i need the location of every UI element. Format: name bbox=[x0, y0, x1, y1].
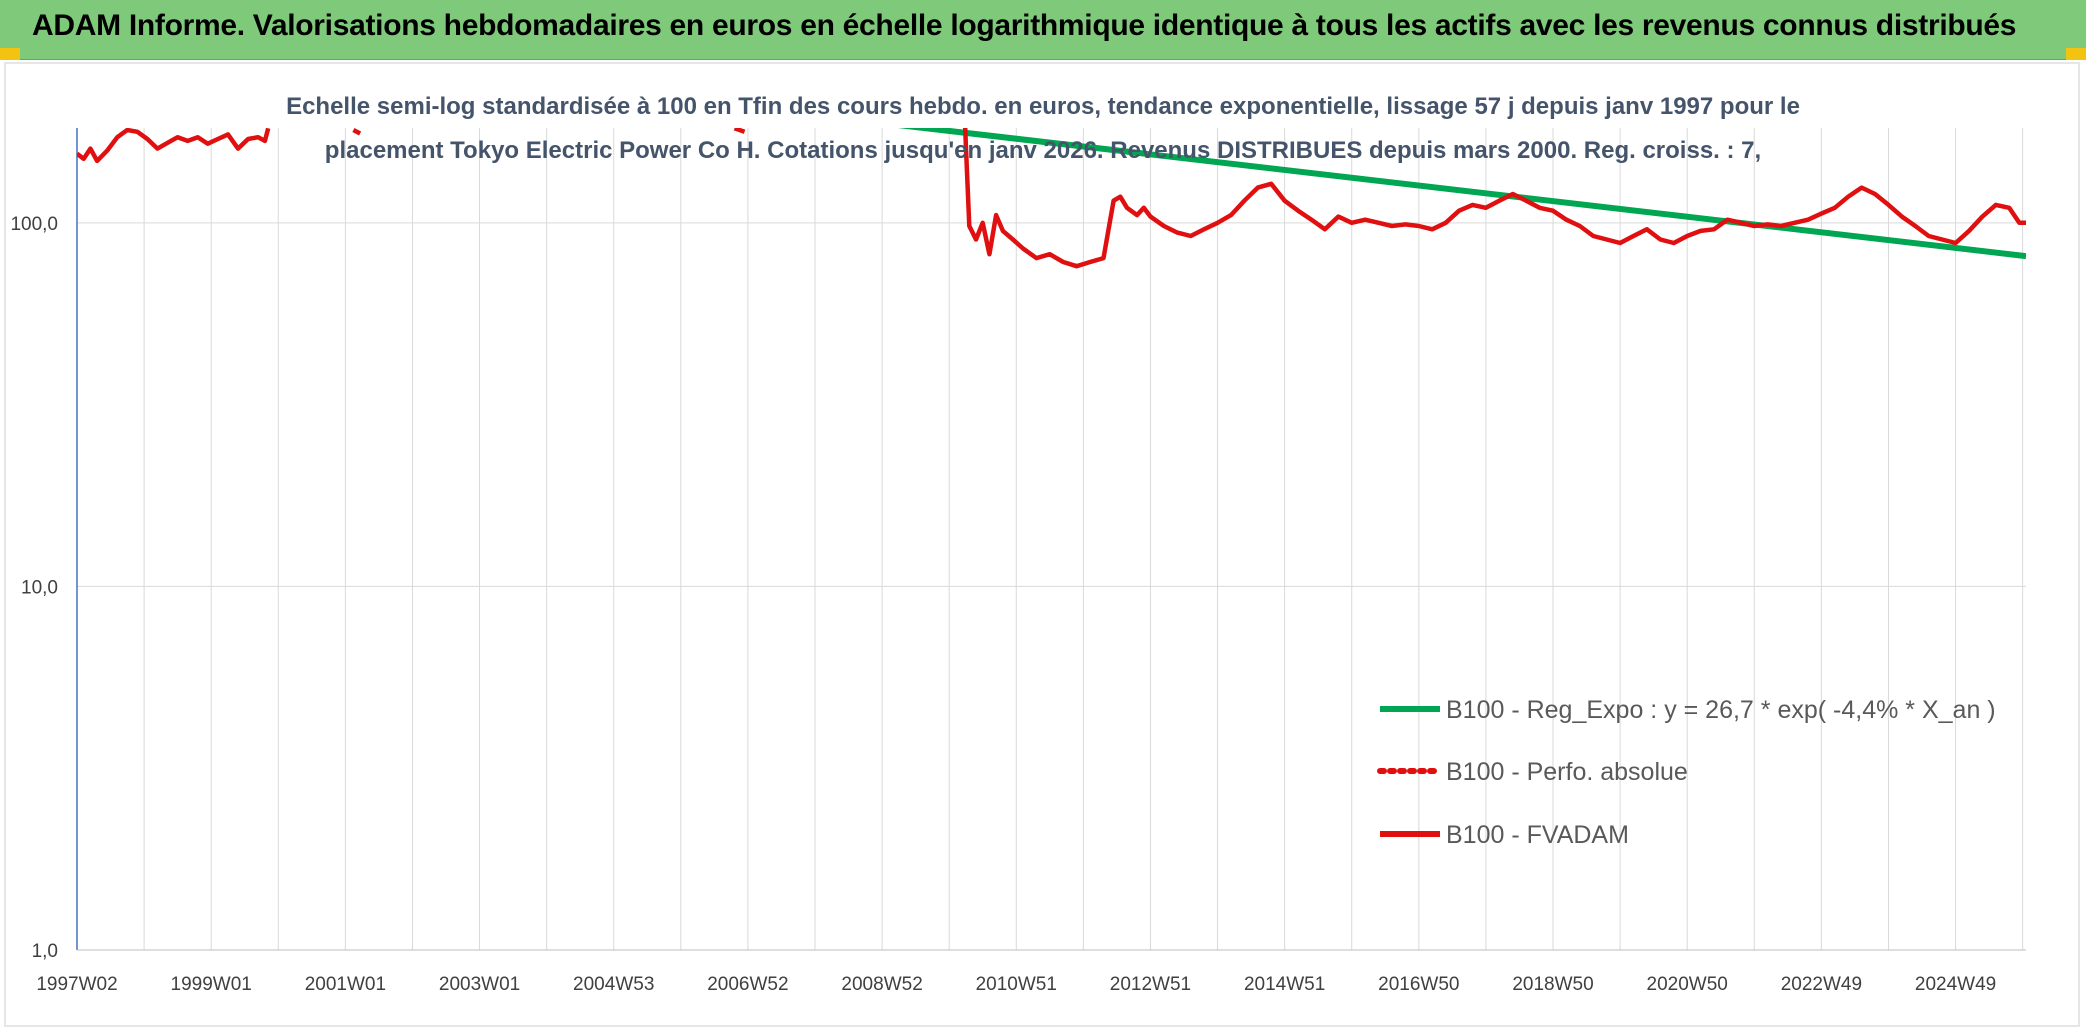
y-tick-label: 10,0 bbox=[21, 577, 58, 598]
fvadam-line bbox=[77, 128, 271, 164]
fvadam-line bbox=[962, 128, 2026, 269]
legend-label: B100 - FVADAM bbox=[1446, 821, 1629, 849]
x-tick-label: 2008W52 bbox=[841, 974, 922, 995]
chart-title: Echelle semi-log standardisée à 100 en T… bbox=[286, 93, 1800, 164]
x-tick-label: 2003W01 bbox=[439, 974, 520, 995]
x-tick-label: 2024W49 bbox=[1915, 974, 1996, 995]
x-tick-label: 2020W50 bbox=[1647, 974, 1728, 995]
corner-marker-right bbox=[2066, 48, 2086, 60]
x-tick-label: 2004W53 bbox=[573, 974, 654, 995]
x-tick-label: 2014W51 bbox=[1244, 974, 1325, 995]
tick-labels: 100,0 10,0 1,0 1997W02 1999W01 2001W01 2003W01… bbox=[10, 214, 1996, 995]
chart-frame bbox=[4, 62, 2080, 1027]
report-header: ADAM Informe. Valorisations hebdomadaire… bbox=[0, 0, 2086, 60]
corner-marker-left bbox=[0, 48, 20, 60]
legend-label: B100 - Perfo. absolue bbox=[1446, 758, 1688, 786]
x-tick-label: 1997W02 bbox=[36, 974, 117, 995]
x-tick-label: 2016W50 bbox=[1378, 974, 1459, 995]
fvadam-line bbox=[352, 128, 362, 136]
chart-title-line: Echelle semi-log standardisée à 100 en T… bbox=[286, 93, 1800, 120]
chart-title-line: placement Tokyo Electric Power Co H. Cot… bbox=[325, 137, 1761, 164]
y-tick-label: 1,0 bbox=[32, 941, 58, 962]
x-tick-label: 2022W49 bbox=[1781, 974, 1862, 995]
legend-label: B100 - Reg_Expo : y = 26,7 * exp( -4,4% … bbox=[1446, 696, 1996, 724]
series-lines bbox=[77, 128, 2026, 269]
fvadam-line bbox=[733, 128, 746, 134]
grid-lines bbox=[77, 128, 2026, 951]
x-tick-label: 2012W51 bbox=[1110, 974, 1191, 995]
report-title: ADAM Informe. Valorisations hebdomadaire… bbox=[32, 9, 2017, 42]
x-tick-label: 2018W50 bbox=[1512, 974, 1593, 995]
y-tick-label: 100,0 bbox=[10, 214, 58, 235]
x-tick-label: 1999W01 bbox=[171, 974, 252, 995]
x-tick-label: 2006W52 bbox=[707, 974, 788, 995]
x-tick-label: 2010W51 bbox=[976, 974, 1057, 995]
legend: B100 - Reg_Expo : y = 26,7 * exp( -4,4% … bbox=[1377, 696, 1996, 849]
regression-line bbox=[897, 128, 2026, 260]
x-tick-label: 2001W01 bbox=[305, 974, 386, 995]
axes bbox=[76, 128, 2026, 951]
